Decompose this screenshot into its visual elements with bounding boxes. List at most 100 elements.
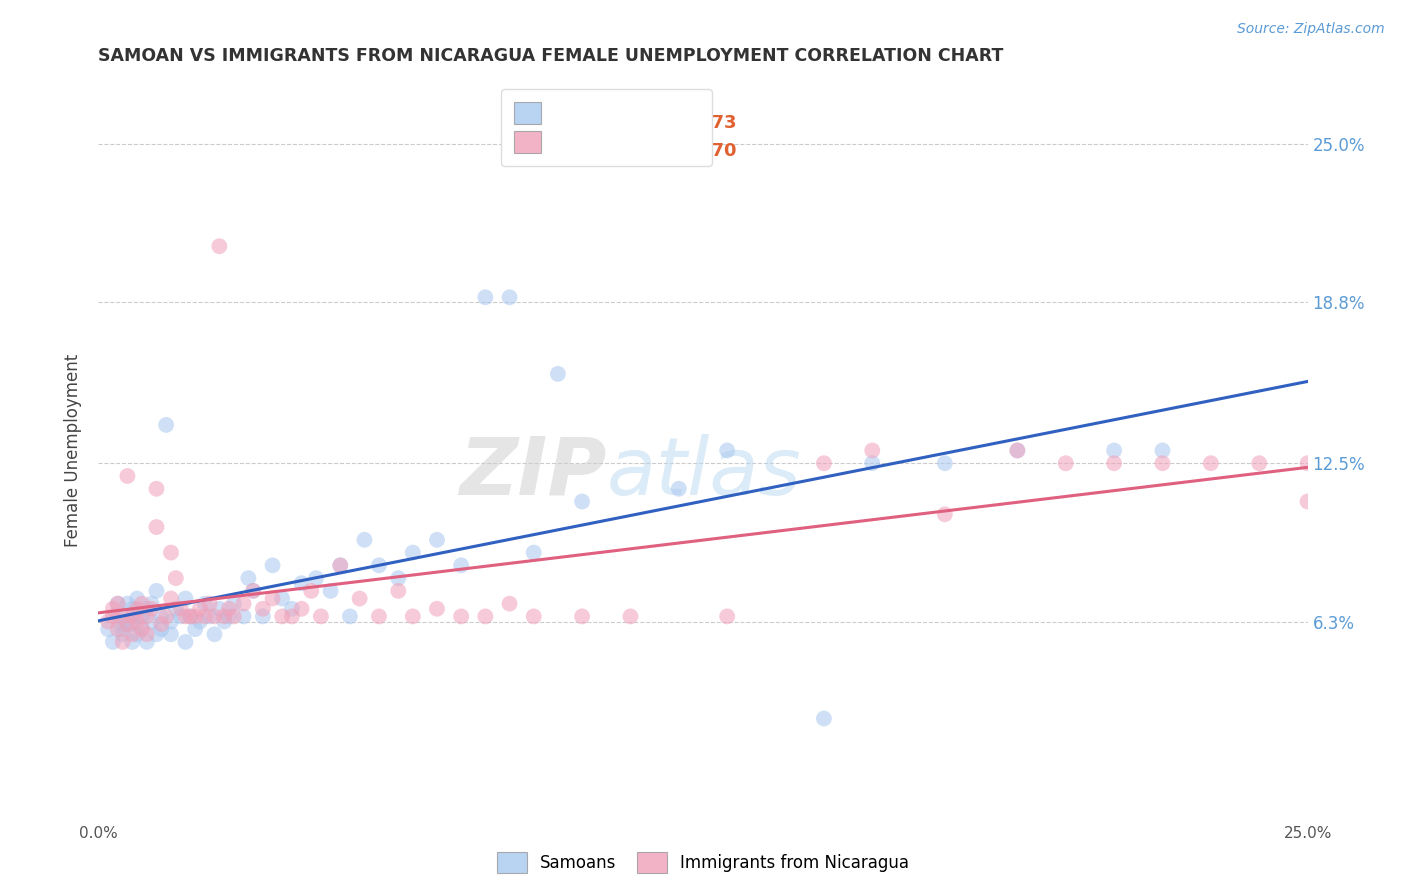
Point (117, 617, 139, 632)
Point (121, 635, 143, 649)
Point (188, 601, 211, 615)
Text: Source: ZipAtlas.com: Source: ZipAtlas.com (1237, 22, 1385, 37)
Point (523, 545, 546, 559)
Point (281, 601, 304, 615)
Point (174, 609, 197, 624)
Point (387, 571, 409, 585)
Legend: Samoans, Immigrants from Nicaragua: Samoans, Immigrants from Nicaragua (491, 846, 915, 880)
Point (1152, 456, 1174, 470)
Point (188, 615, 211, 629)
Point (179, 609, 201, 624)
Y-axis label: Female Unemployment: Female Unemployment (65, 354, 83, 547)
Point (160, 591, 183, 606)
Point (121, 627, 143, 641)
Point (1007, 443, 1029, 458)
Point (131, 622, 153, 636)
Point (160, 545, 183, 559)
Point (141, 597, 163, 611)
Point (813, 712, 835, 726)
Point (368, 609, 391, 624)
Point (474, 609, 496, 624)
Point (222, 597, 245, 611)
Point (498, 597, 520, 611)
Point (174, 591, 197, 606)
Text: R = 0.558: R = 0.558 (527, 114, 619, 132)
Legend:                          ,                          : , (501, 89, 711, 166)
Point (107, 622, 129, 636)
Point (402, 609, 425, 624)
Point (107, 597, 129, 611)
Point (290, 576, 312, 591)
Point (111, 609, 134, 624)
Point (121, 609, 143, 624)
Point (1102, 443, 1125, 458)
Point (117, 469, 139, 483)
Point (101, 601, 124, 615)
Point (281, 609, 304, 624)
Point (262, 558, 284, 573)
Point (111, 627, 134, 641)
Point (101, 609, 124, 624)
Point (238, 571, 260, 585)
Point (141, 601, 163, 615)
Point (107, 609, 129, 624)
Point (339, 609, 361, 624)
Point (353, 533, 375, 547)
Point (127, 591, 149, 606)
Point (813, 456, 835, 470)
Point (97, 622, 120, 636)
Point (198, 609, 221, 624)
Point (127, 609, 149, 624)
Point (1296, 456, 1319, 470)
Point (934, 508, 956, 522)
Point (117, 597, 139, 611)
Point (305, 571, 328, 585)
Point (127, 601, 149, 615)
Point (184, 622, 207, 636)
Point (160, 627, 183, 641)
Point (121, 601, 143, 615)
Point (523, 609, 546, 624)
Point (547, 367, 569, 381)
Point (426, 533, 449, 547)
Point (204, 627, 226, 641)
Point (131, 622, 153, 636)
Point (1152, 443, 1174, 458)
Point (111, 622, 134, 636)
Point (474, 290, 496, 304)
Point (426, 601, 449, 615)
Point (121, 617, 143, 632)
Point (619, 609, 641, 624)
Point (860, 456, 883, 470)
Point (169, 609, 191, 624)
Point (222, 609, 245, 624)
Point (571, 494, 593, 508)
Point (242, 583, 264, 598)
Point (299, 583, 322, 598)
Point (194, 609, 217, 624)
Point (498, 290, 520, 304)
Point (329, 558, 352, 573)
Point (127, 627, 149, 641)
Point (150, 617, 173, 632)
Point (165, 601, 187, 615)
Point (194, 597, 217, 611)
Point (1199, 456, 1222, 470)
Point (145, 583, 167, 598)
Text: N = 70: N = 70 (669, 142, 737, 160)
Point (368, 558, 391, 573)
Point (716, 443, 738, 458)
Point (145, 627, 167, 641)
Point (860, 443, 883, 458)
Point (716, 609, 738, 624)
Point (198, 597, 221, 611)
Point (155, 609, 177, 624)
Point (271, 609, 294, 624)
Point (212, 615, 235, 629)
Point (131, 597, 153, 611)
Point (232, 597, 254, 611)
Point (135, 627, 157, 641)
Text: R = 0.366: R = 0.366 (527, 142, 617, 160)
Point (204, 609, 226, 624)
Point (145, 520, 167, 534)
